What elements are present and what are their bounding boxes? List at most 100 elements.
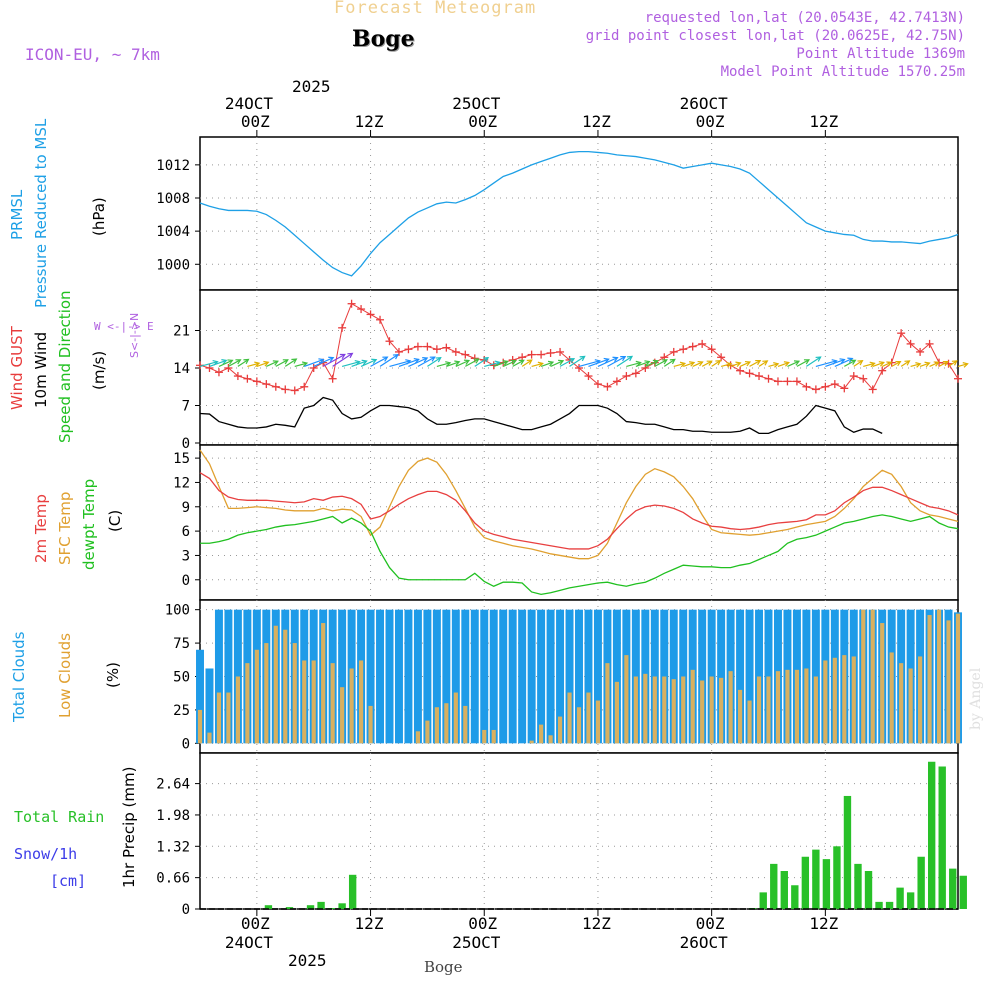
wind-arrow	[275, 359, 289, 367]
wind-arrow-head	[318, 358, 325, 364]
wind-arrow	[294, 361, 309, 368]
wind-arrow-head	[635, 360, 642, 367]
wind-arrow	[550, 359, 565, 367]
panel-1: 0 7 14 21	[173, 289, 959, 452]
wind-arrow-shaft	[540, 361, 554, 367]
panel-0: 1000 1004 1008 1012	[156, 136, 959, 291]
top-axis-time: 00Z	[240, 112, 270, 131]
wind-arrow-head	[263, 360, 270, 367]
gust-marker	[423, 342, 432, 351]
wind-arrow-shaft	[787, 360, 800, 367]
wind-arrow-shaft	[209, 359, 227, 367]
point-altitude: Point Altitude 1369m	[796, 46, 965, 62]
wind-arrow	[692, 360, 704, 367]
low-cloud-bar	[557, 716, 563, 744]
total-cloud-bar	[546, 609, 555, 744]
y-tick-label: 7	[182, 399, 190, 415]
low-cloud-bar	[747, 700, 752, 744]
wind-arrow-shaft	[351, 360, 367, 367]
wind-arrow-shaft	[635, 361, 650, 367]
wind-arrow-shaft	[607, 356, 626, 367]
wind-arrow	[834, 357, 854, 367]
y-tick-label: 6	[182, 524, 190, 540]
wind-arrow-head	[755, 359, 762, 366]
bottom-axis-date: 25OCT	[452, 933, 501, 952]
wind-arrow-head	[502, 360, 509, 366]
gust-marker	[736, 366, 745, 375]
gust-marker	[413, 342, 422, 351]
wind-arrow-shaft	[370, 356, 388, 367]
wind-arrow-head	[221, 359, 228, 365]
top-axis-time: 12Z	[354, 112, 384, 131]
low-cloud-bar	[567, 692, 572, 744]
wind-arrow-head	[463, 359, 471, 365]
wind-arrow-head	[626, 355, 634, 362]
gust-marker	[385, 337, 394, 346]
wind-arrow-shaft	[645, 360, 659, 367]
y-tick-label: 100	[165, 603, 190, 619]
wind-arrow	[569, 355, 586, 367]
wind-arrow-head	[783, 361, 790, 367]
wind-arrow	[209, 359, 228, 367]
wind-arrow-shaft	[758, 360, 768, 367]
low-cloud-bar	[368, 705, 373, 744]
rain-bar	[348, 874, 357, 909]
wind-arrow-head	[924, 361, 931, 368]
gust-marker	[612, 377, 621, 386]
wind-arrow-shaft	[900, 360, 910, 367]
wind-arrow-head	[839, 358, 846, 364]
wind-arrow	[919, 361, 931, 368]
wind-arrow-head	[328, 356, 335, 362]
total-cloud-bar	[518, 609, 527, 744]
top-axis-date: 26OCT	[679, 94, 728, 113]
low-cloud-bar	[728, 671, 733, 744]
low-cloud-bar	[889, 652, 894, 744]
wind-arrow-shaft	[218, 359, 233, 367]
panel-2: 0 3 6 9 12 15	[173, 444, 959, 601]
wind-arrow-shaft	[465, 358, 479, 367]
wind-arrow	[938, 361, 949, 367]
bottom-year-label: 2025	[288, 951, 327, 970]
total-cloud-bar	[565, 609, 574, 744]
wind-arrow-head	[547, 360, 555, 367]
total-cloud-bar	[717, 609, 726, 744]
y-tick-label: 1.98	[156, 808, 190, 824]
low-cloud-bar	[586, 692, 591, 744]
low-cloud-bar	[245, 663, 250, 744]
wind-arrow	[891, 361, 902, 367]
low-cloud-bar	[349, 668, 354, 744]
gust-marker	[593, 380, 602, 389]
wind-arrow	[635, 360, 651, 367]
gust-marker	[764, 374, 773, 383]
low-cloud-bar	[719, 677, 724, 744]
y-tick-label: 15	[173, 451, 190, 467]
wind-arrow-shaft	[711, 360, 721, 367]
wind-arrow-shaft	[256, 361, 269, 367]
gust-marker	[546, 349, 555, 357]
rain-bar	[317, 901, 325, 909]
gust-marker	[556, 347, 565, 356]
wind-arrow	[332, 352, 354, 367]
low-cloud-bar	[804, 668, 809, 744]
wind-arrow-shaft	[360, 359, 377, 367]
rain-bar	[306, 905, 315, 909]
wind-arrow-shaft	[341, 361, 360, 367]
wind-arrow-shaft	[806, 356, 821, 367]
gust-marker	[281, 385, 290, 394]
wind-arrow-head	[301, 361, 309, 368]
wind-arrow-shaft	[578, 360, 600, 367]
wind-arrow-head	[568, 358, 576, 364]
low-cloud-bar	[576, 707, 582, 744]
wind-arrow-head	[361, 359, 368, 366]
wind-arrow	[455, 359, 471, 367]
wind-arrow-head	[526, 359, 533, 365]
total-cloud-bar	[423, 609, 432, 744]
low-cloud-bar	[794, 669, 800, 744]
wind-arrow	[948, 360, 958, 367]
gust-marker	[252, 377, 261, 386]
gust-marker	[688, 342, 697, 351]
gust-marker	[347, 299, 356, 308]
low-cloud-bar	[842, 655, 847, 744]
panel-frame	[199, 444, 959, 601]
wind-arrow-shaft	[332, 352, 353, 367]
